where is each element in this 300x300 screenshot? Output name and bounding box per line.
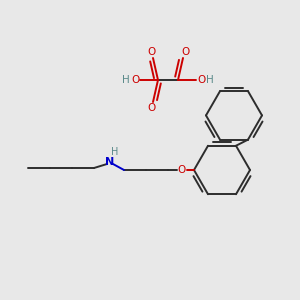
Text: O: O	[147, 103, 155, 113]
Text: O: O	[147, 47, 155, 57]
Text: H: H	[122, 75, 130, 85]
Text: O: O	[178, 165, 186, 175]
Text: O: O	[197, 75, 205, 85]
Text: O: O	[131, 75, 139, 85]
Text: N: N	[105, 157, 115, 167]
Text: H: H	[111, 147, 119, 157]
Text: O: O	[181, 47, 189, 57]
Text: H: H	[206, 75, 214, 85]
